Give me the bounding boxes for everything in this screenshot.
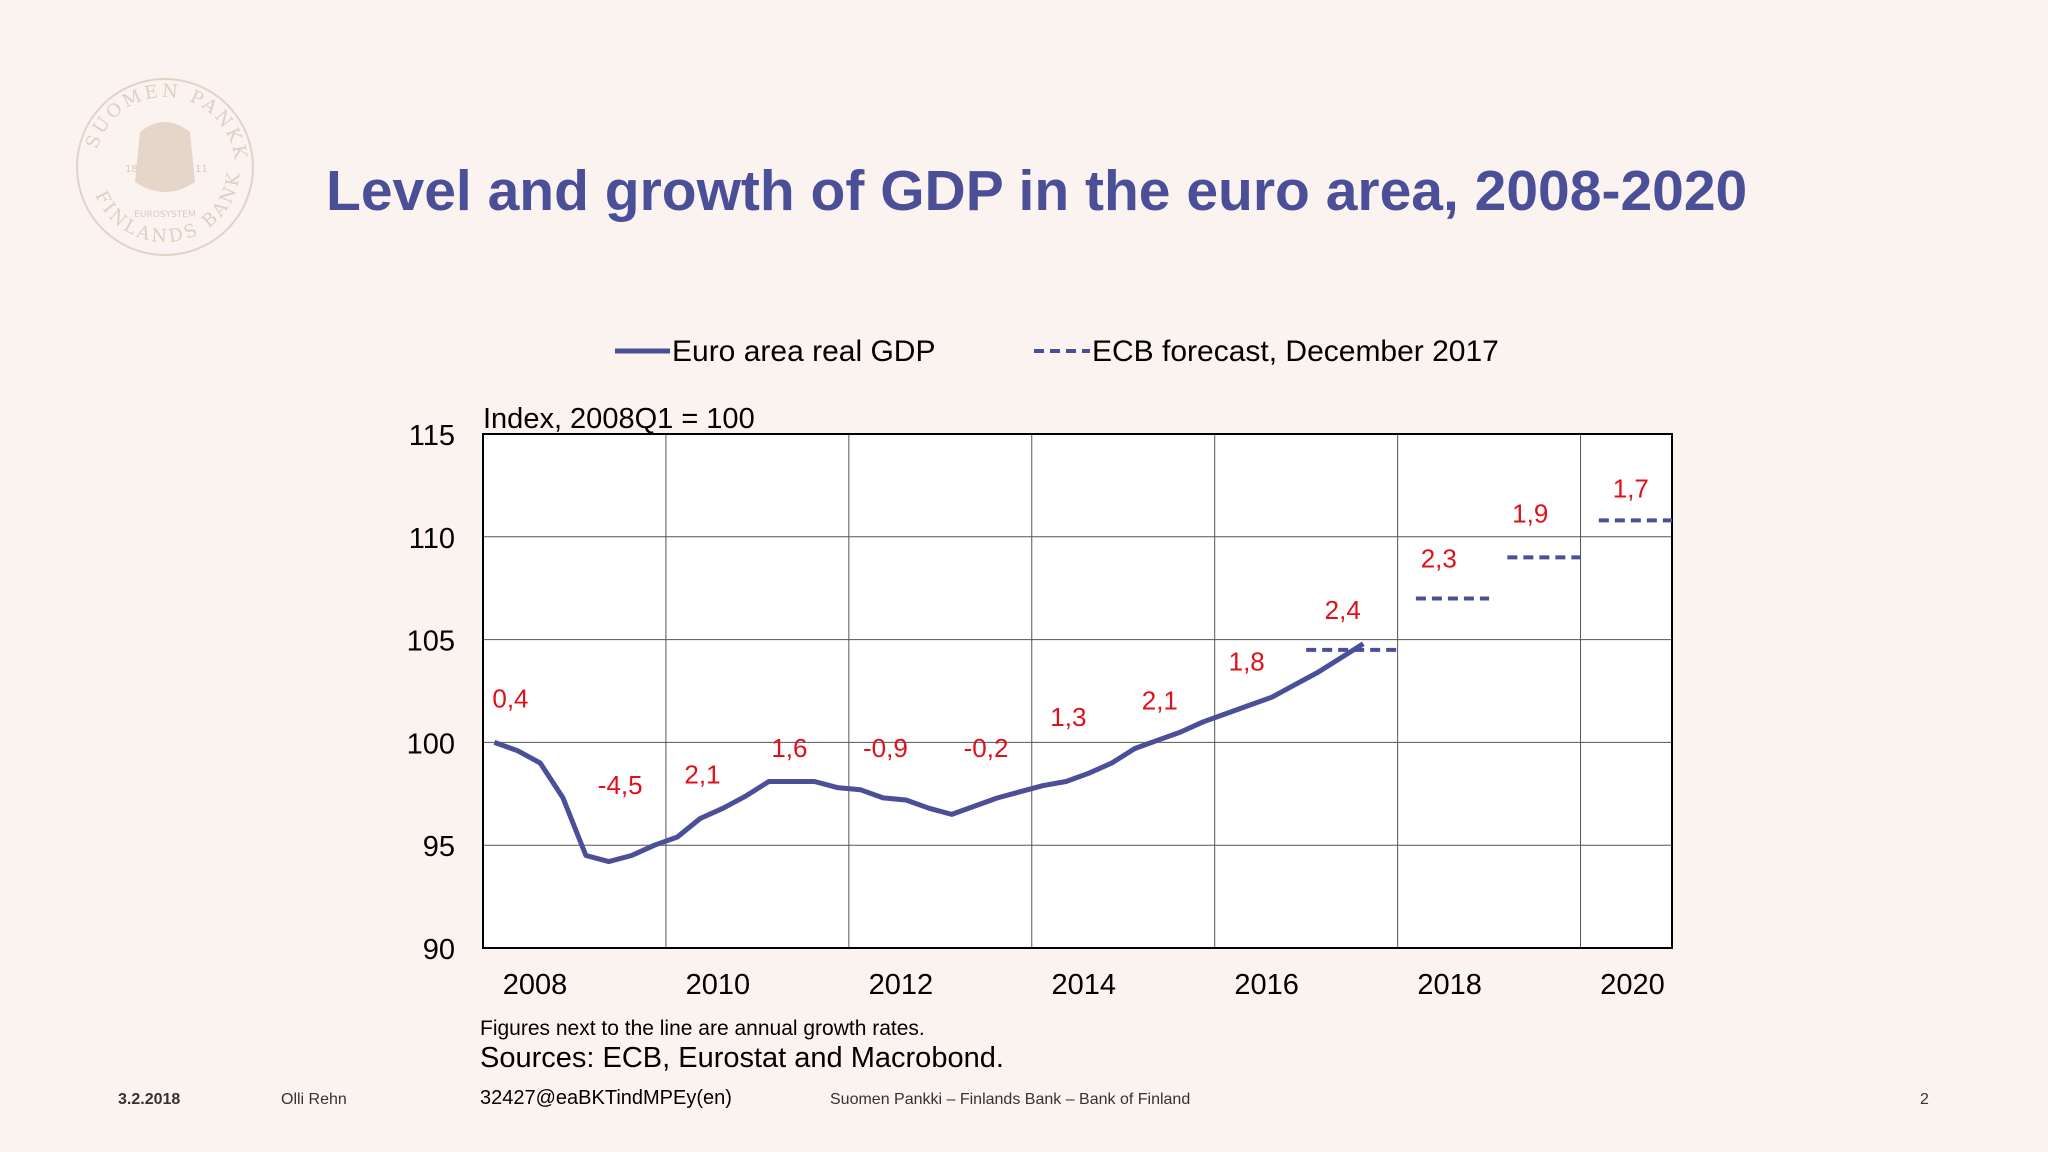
growth-rate-label: -0,2 xyxy=(964,733,1009,763)
x-tick-label: 2008 xyxy=(503,969,568,1001)
growth-rate-label: -0,9 xyxy=(863,733,908,763)
svg-text:18: 18 xyxy=(125,164,138,175)
svg-text:EUROSYSTEM: EUROSYSTEM xyxy=(134,210,195,220)
y-tick-label: 105 xyxy=(407,626,455,658)
svg-text:11: 11 xyxy=(195,164,208,175)
plot-area: 90 95 100 105 110 115 2008 2010 2012 2014 2016 2018… xyxy=(407,420,1673,1001)
plot-background xyxy=(483,434,1672,948)
chart-note: Figures next to the line are annual grow… xyxy=(480,1017,925,1040)
series-line-gdp xyxy=(493,641,1365,865)
footer-organization: Suomen Pankki – Finlands Bank – Bank of … xyxy=(830,1091,1191,1108)
x-tick-label: 2012 xyxy=(869,969,934,1001)
y-tick-label: 115 xyxy=(409,420,455,452)
growth-rate-label: 1,9 xyxy=(1512,498,1548,528)
y-tick-label: 90 xyxy=(423,934,455,966)
growth-rate-label: 2,4 xyxy=(1325,595,1361,625)
footer-author: Olli Rehn xyxy=(281,1091,347,1108)
growth-rate-label: 2,1 xyxy=(1142,686,1178,716)
growth-rate-label: 0,4 xyxy=(492,683,528,713)
growth-rate-label: 1,7 xyxy=(1613,474,1649,504)
x-tick-label: 2018 xyxy=(1417,969,1482,1001)
footer-date: 3.2.2018 xyxy=(118,1091,181,1108)
growth-rate-label: -4,5 xyxy=(598,770,643,800)
chart-legend: Euro area real GDP ECB forecast, Decembe… xyxy=(615,335,1499,368)
growth-rate-label: 1,8 xyxy=(1229,646,1265,676)
y-tick-label: 100 xyxy=(407,728,455,760)
legend-label-gdp: Euro area real GDP xyxy=(672,335,935,368)
chart-sources: Sources: ECB, Eurostat and Macrobond. xyxy=(480,1042,1004,1074)
x-tick-label: 2014 xyxy=(1052,969,1117,1001)
x-tick-label: 2020 xyxy=(1600,969,1665,1001)
x-tick-label: 2016 xyxy=(1234,969,1299,1001)
bank-logo-seal: SUOMEN PANKKI FINLANDS BANK 18 11 EUROSY… xyxy=(70,72,254,256)
growth-rate-label: 1,6 xyxy=(771,733,807,763)
footer-code: 32427@eaBKTindMPEy(en) xyxy=(480,1087,732,1109)
growth-rate-label: 2,1 xyxy=(684,760,720,790)
y-tick-label: 95 xyxy=(423,831,455,863)
legend-label-forecast: ECB forecast, December 2017 xyxy=(1092,335,1499,368)
y-axis-unit-label: Index, 2008Q1 = 100 xyxy=(483,403,755,435)
slide-title: Level and growth of GDP in the euro area… xyxy=(326,159,1748,223)
y-tick-label: 110 xyxy=(409,523,455,555)
plot-frame xyxy=(482,433,1673,949)
x-tick-label: 2010 xyxy=(686,969,751,1001)
growth-rate-label: 2,3 xyxy=(1421,544,1457,574)
footer-page-number: 2 xyxy=(1920,1091,1929,1108)
growth-rate-label: 1,3 xyxy=(1050,702,1086,732)
